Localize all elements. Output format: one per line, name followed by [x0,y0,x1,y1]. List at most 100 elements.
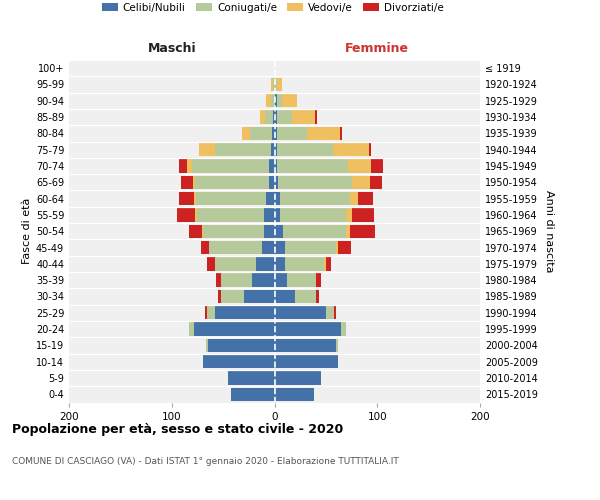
Bar [278,176,352,189]
Bar [242,126,250,140]
Text: Popolazione per età, sesso e stato civile - 2020: Popolazione per età, sesso e stato civil… [12,422,343,436]
Bar [269,176,275,189]
Bar [266,192,275,205]
Bar [352,176,370,189]
Y-axis label: Anni di nascita: Anni di nascita [544,190,554,272]
Bar [264,208,275,222]
Bar [256,257,275,270]
Bar [275,160,277,172]
Bar [244,290,275,303]
Bar [206,257,215,270]
Bar [274,110,275,124]
Bar [199,143,215,156]
Bar [221,290,244,303]
Bar [262,241,275,254]
Bar [260,110,265,124]
Bar [271,78,274,91]
Bar [358,192,373,205]
Bar [277,126,307,140]
Bar [275,322,341,336]
Bar [275,274,287,287]
Bar [314,110,317,124]
Bar [209,241,262,254]
Bar [194,322,275,336]
Bar [215,306,275,320]
Bar [341,322,346,336]
Bar [277,160,349,172]
Bar [271,143,275,156]
Bar [340,126,343,140]
Bar [206,338,208,352]
Bar [275,94,277,108]
Bar [336,241,338,254]
Bar [275,143,277,156]
Bar [215,257,256,270]
Bar [232,388,275,401]
Bar [181,176,193,189]
Bar [197,208,264,222]
Bar [346,208,352,222]
Bar [283,224,346,238]
Bar [193,160,269,172]
Bar [371,160,383,172]
Bar [275,126,277,140]
Bar [292,110,314,124]
Bar [326,257,331,270]
Bar [350,192,358,205]
Legend: Celibi/Nubili, Coniugati/e, Vedovi/e, Divorziati/e: Celibi/Nubili, Coniugati/e, Vedovi/e, Di… [102,2,444,12]
Bar [179,160,187,172]
Bar [272,126,275,140]
Bar [280,208,346,222]
Bar [189,322,194,336]
Bar [275,241,285,254]
Bar [352,208,374,222]
Bar [324,257,326,270]
Bar [275,338,336,352]
Bar [334,306,336,320]
Bar [370,176,382,189]
Bar [269,160,275,172]
Bar [196,176,269,189]
Bar [189,224,202,238]
Bar [265,110,274,124]
Bar [275,192,280,205]
Bar [187,160,193,172]
Bar [264,224,275,238]
Bar [193,176,196,189]
Bar [277,94,281,108]
Bar [277,78,281,91]
Bar [281,94,297,108]
Bar [333,143,369,156]
Bar [275,78,277,91]
Bar [202,224,203,238]
Bar [208,338,275,352]
Bar [215,143,271,156]
Bar [285,257,324,270]
Text: COMUNE DI CASCIAGO (VA) - Dati ISTAT 1° gennaio 2020 - Elaborazione TUTTITALIA.I: COMUNE DI CASCIAGO (VA) - Dati ISTAT 1° … [12,458,399,466]
Bar [275,257,285,270]
Bar [203,224,264,238]
Bar [275,224,283,238]
Bar [275,372,321,384]
Bar [274,78,275,91]
Bar [280,192,350,205]
Bar [250,126,272,140]
Bar [196,208,197,222]
Bar [346,224,350,238]
Bar [221,274,252,287]
Bar [316,290,319,303]
Bar [252,274,275,287]
Bar [179,192,194,205]
Text: Femmine: Femmine [345,42,409,55]
Bar [194,192,196,205]
Bar [205,306,206,320]
Bar [203,355,275,368]
Bar [350,224,375,238]
Bar [277,143,333,156]
Bar [277,110,292,124]
Bar [266,94,271,108]
Bar [275,208,280,222]
Bar [349,160,371,172]
Bar [275,176,278,189]
Bar [218,290,221,303]
